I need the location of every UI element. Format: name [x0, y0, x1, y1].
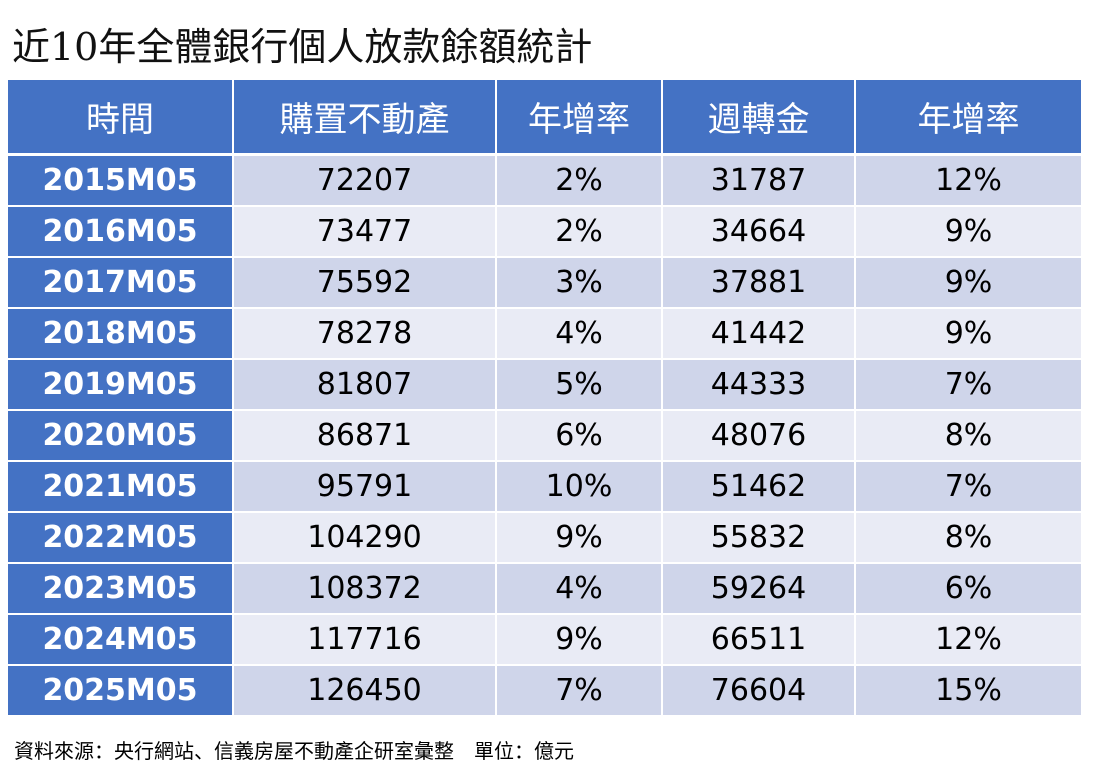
- row-period: 2018M05: [8, 309, 234, 360]
- row-period: 2022M05: [8, 513, 234, 564]
- table-row: 2020M05 86871 6% 48076 8%: [8, 411, 1081, 462]
- working-capital-growth: 12%: [856, 156, 1081, 207]
- real-estate-growth: 10%: [497, 462, 663, 513]
- table-row: 2018M05 78278 4% 41442 9%: [8, 309, 1081, 360]
- real-estate-growth: 4%: [497, 309, 663, 360]
- page-title: 近10年全體銀行個人放款餘額統計: [12, 25, 593, 69]
- real-estate-value: 108372: [234, 564, 497, 615]
- header-time: 時間: [8, 80, 234, 156]
- header-row: 時間 購置不動產 年增率 週轉金 年增率: [8, 80, 1081, 156]
- header-real-estate-growth: 年增率: [497, 80, 663, 156]
- real-estate-value: 126450: [234, 666, 497, 717]
- loan-balance-table: 時間 購置不動產 年增率 週轉金 年增率 2015M05 72207 2% 31787…: [8, 80, 1081, 717]
- row-period: 2019M05: [8, 360, 234, 411]
- header-working-capital: 週轉金: [663, 80, 856, 156]
- working-capital-value: 44333: [663, 360, 856, 411]
- working-capital-value: 34664: [663, 207, 856, 258]
- working-capital-value: 66511: [663, 615, 856, 666]
- table-row: 2016M05 73477 2% 34664 9%: [8, 207, 1081, 258]
- real-estate-growth: 9%: [497, 513, 663, 564]
- working-capital-growth: 9%: [856, 258, 1081, 309]
- working-capital-value: 31787: [663, 156, 856, 207]
- table-row: 2024M05 117716 9% 66511 12%: [8, 615, 1081, 666]
- real-estate-value: 117716: [234, 615, 497, 666]
- real-estate-growth: 3%: [497, 258, 663, 309]
- table-row: 2021M05 95791 10% 51462 7%: [8, 462, 1081, 513]
- real-estate-value: 81807: [234, 360, 497, 411]
- working-capital-growth: 12%: [856, 615, 1081, 666]
- source-note: 資料來源：央行網站、信義房屋不動產企研室彙整 單位：億元: [14, 739, 574, 763]
- row-period: 2025M05: [8, 666, 234, 717]
- table-row: 2022M05 104290 9% 55832 8%: [8, 513, 1081, 564]
- working-capital-value: 59264: [663, 564, 856, 615]
- real-estate-value: 95791: [234, 462, 497, 513]
- working-capital-value: 41442: [663, 309, 856, 360]
- table-row: 2015M05 72207 2% 31787 12%: [8, 156, 1081, 207]
- real-estate-value: 104290: [234, 513, 497, 564]
- table-row: 2023M05 108372 4% 59264 6%: [8, 564, 1081, 615]
- real-estate-value: 72207: [234, 156, 497, 207]
- working-capital-growth: 8%: [856, 411, 1081, 462]
- working-capital-value: 48076: [663, 411, 856, 462]
- working-capital-value: 51462: [663, 462, 856, 513]
- row-period: 2016M05: [8, 207, 234, 258]
- working-capital-growth: 9%: [856, 309, 1081, 360]
- working-capital-growth: 15%: [856, 666, 1081, 717]
- table-row: 2019M05 81807 5% 44333 7%: [8, 360, 1081, 411]
- header-real-estate: 購置不動產: [234, 80, 497, 156]
- working-capital-growth: 6%: [856, 564, 1081, 615]
- working-capital-value: 76604: [663, 666, 856, 717]
- row-period: 2023M05: [8, 564, 234, 615]
- row-period: 2021M05: [8, 462, 234, 513]
- real-estate-growth: 2%: [497, 207, 663, 258]
- row-period: 2020M05: [8, 411, 234, 462]
- working-capital-growth: 7%: [856, 462, 1081, 513]
- row-period: 2024M05: [8, 615, 234, 666]
- table-row: 2017M05 75592 3% 37881 9%: [8, 258, 1081, 309]
- real-estate-growth: 9%: [497, 615, 663, 666]
- real-estate-value: 86871: [234, 411, 497, 462]
- working-capital-growth: 9%: [856, 207, 1081, 258]
- real-estate-growth: 5%: [497, 360, 663, 411]
- real-estate-value: 78278: [234, 309, 497, 360]
- real-estate-value: 75592: [234, 258, 497, 309]
- real-estate-growth: 4%: [497, 564, 663, 615]
- header-working-capital-growth: 年增率: [856, 80, 1081, 156]
- working-capital-value: 37881: [663, 258, 856, 309]
- table-row: 2025M05 126450 7% 76604 15%: [8, 666, 1081, 717]
- working-capital-growth: 7%: [856, 360, 1081, 411]
- real-estate-growth: 7%: [497, 666, 663, 717]
- working-capital-growth: 8%: [856, 513, 1081, 564]
- real-estate-growth: 2%: [497, 156, 663, 207]
- real-estate-growth: 6%: [497, 411, 663, 462]
- row-period: 2017M05: [8, 258, 234, 309]
- real-estate-value: 73477: [234, 207, 497, 258]
- working-capital-value: 55832: [663, 513, 856, 564]
- row-period: 2015M05: [8, 156, 234, 207]
